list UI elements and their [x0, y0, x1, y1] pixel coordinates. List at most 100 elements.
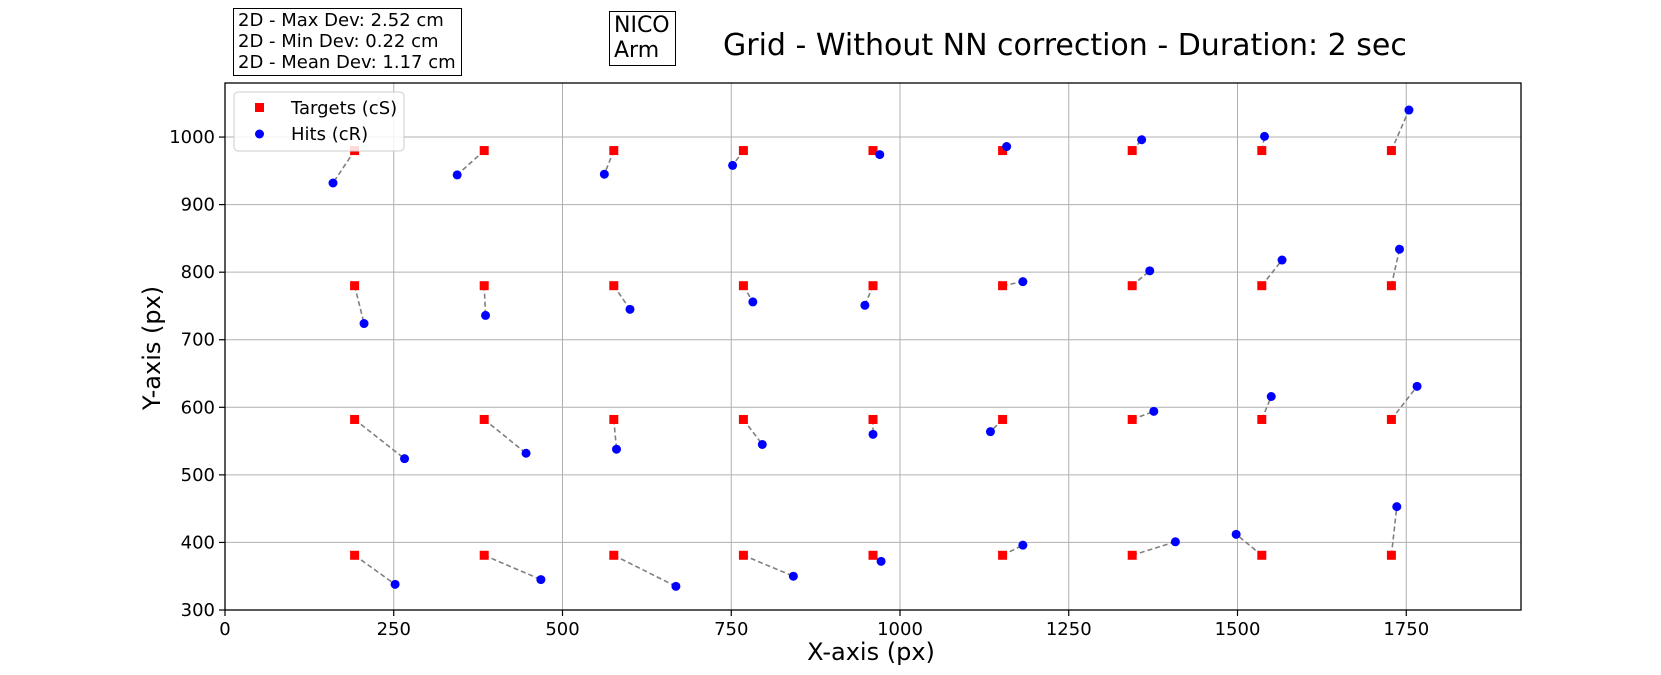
hit-point — [328, 178, 338, 188]
min-dev-text: 2D - Min Dev: 0.22 cm — [238, 31, 439, 52]
deviation-lines — [332, 109, 1418, 588]
legend-targets-label: Targets (cS) — [290, 98, 397, 119]
target-point — [1386, 146, 1396, 156]
y-tick-label: 400 — [181, 532, 215, 553]
x-axis-ticks: 0 250 500 750 1000 1250 1500 1750 — [219, 610, 1429, 640]
target-point — [868, 146, 878, 156]
hit-point — [1412, 381, 1422, 391]
hit-point — [868, 429, 878, 439]
target-point — [738, 281, 748, 291]
target-point — [868, 550, 878, 560]
hit-point — [788, 571, 798, 581]
hit-point — [359, 319, 369, 329]
hit-point — [1002, 142, 1012, 152]
target-point — [1386, 550, 1396, 560]
robot-label-box: NICO Arm — [609, 11, 676, 66]
target-point — [350, 414, 360, 424]
legend-box — [233, 91, 405, 152]
hit-point — [625, 304, 635, 314]
deviation-stats-box: 2D - Max Dev: 2.52 cm 2D - Min Dev: 0.22… — [233, 8, 462, 76]
max-dev-text: 2D - Max Dev: 2.52 cm — [238, 10, 444, 31]
target-point — [1257, 550, 1267, 560]
x-axis-label: X-axis (px) — [807, 638, 935, 666]
grid-lines — [224, 83, 1521, 611]
deviation-line — [613, 554, 677, 588]
deviation-line — [1235, 533, 1263, 556]
deviation-line — [353, 285, 365, 324]
hit-point — [1145, 266, 1155, 276]
y-tick-label: 900 — [181, 195, 215, 216]
target-point — [1127, 146, 1137, 156]
hit-point — [536, 575, 546, 585]
hit-point — [860, 300, 870, 310]
target-point — [998, 550, 1008, 560]
target-point — [868, 281, 878, 291]
target-point — [738, 146, 748, 156]
x-tick-label: 500 — [545, 619, 579, 640]
deviation-line — [1390, 385, 1418, 420]
legend-hits-label: Hits (cR) — [291, 124, 368, 145]
deviation-line — [1390, 109, 1410, 151]
hit-point — [521, 448, 531, 458]
deviation-line — [354, 554, 396, 585]
target-point — [998, 146, 1008, 156]
target-point — [1386, 414, 1396, 424]
x-tick-label: 1250 — [1046, 619, 1092, 640]
target-point — [868, 414, 878, 424]
target-point — [1127, 281, 1137, 291]
deviation-line — [1261, 259, 1283, 287]
target-point — [738, 414, 748, 424]
deviation-line — [483, 285, 487, 316]
hit-point — [1149, 406, 1159, 416]
legend-hits-marker — [255, 129, 264, 139]
hit-point — [481, 310, 491, 320]
hit-point — [1277, 255, 1287, 265]
target-point — [350, 550, 360, 560]
target-point — [1127, 414, 1137, 424]
deviation-line — [743, 554, 794, 577]
target-point — [998, 414, 1008, 424]
hit-point — [1260, 131, 1269, 141]
hit-point — [757, 439, 767, 449]
x-tick-label: 1000 — [877, 619, 923, 640]
deviation-line — [483, 418, 527, 454]
y-tick-label: 800 — [181, 262, 215, 283]
x-tick-label: 0 — [219, 619, 230, 640]
target-point — [609, 146, 619, 156]
hit-point — [1395, 244, 1404, 254]
y-tick-label: 600 — [181, 397, 215, 418]
hit-point — [748, 297, 758, 307]
target-point — [1386, 281, 1396, 291]
deviation-line — [1390, 249, 1401, 286]
target-point — [479, 550, 489, 560]
hit-point — [1170, 537, 1180, 547]
y-tick-label: 700 — [181, 330, 215, 351]
y-axis-label: Y-axis (px) — [138, 286, 166, 411]
deviation-line — [332, 150, 356, 184]
target-point — [1257, 281, 1267, 291]
legend-targets-marker — [255, 103, 264, 112]
hit-point — [390, 579, 400, 589]
x-tick-label: 250 — [377, 619, 411, 640]
hit-point — [599, 169, 609, 179]
targets-series — [350, 146, 1396, 560]
deviation-line — [1390, 506, 1398, 556]
hit-point — [1018, 540, 1028, 550]
hit-point — [875, 150, 885, 160]
deviation-line — [613, 419, 618, 450]
legend: Targets (cS) Hits (cR) — [233, 91, 405, 152]
target-point — [609, 550, 619, 560]
hit-point — [876, 556, 886, 566]
hits-series — [328, 105, 1422, 591]
mean-dev-text: 2D - Mean Dev: 1.17 cm — [238, 52, 456, 73]
deviation-line — [456, 149, 485, 176]
deviation-line — [483, 554, 542, 581]
target-point — [479, 414, 489, 424]
hit-point — [612, 444, 621, 454]
x-tick-label: 1750 — [1383, 619, 1429, 640]
deviation-line — [354, 418, 406, 460]
hit-point — [452, 170, 462, 180]
hit-point — [1231, 529, 1241, 539]
y-tick-label: 500 — [181, 465, 215, 486]
